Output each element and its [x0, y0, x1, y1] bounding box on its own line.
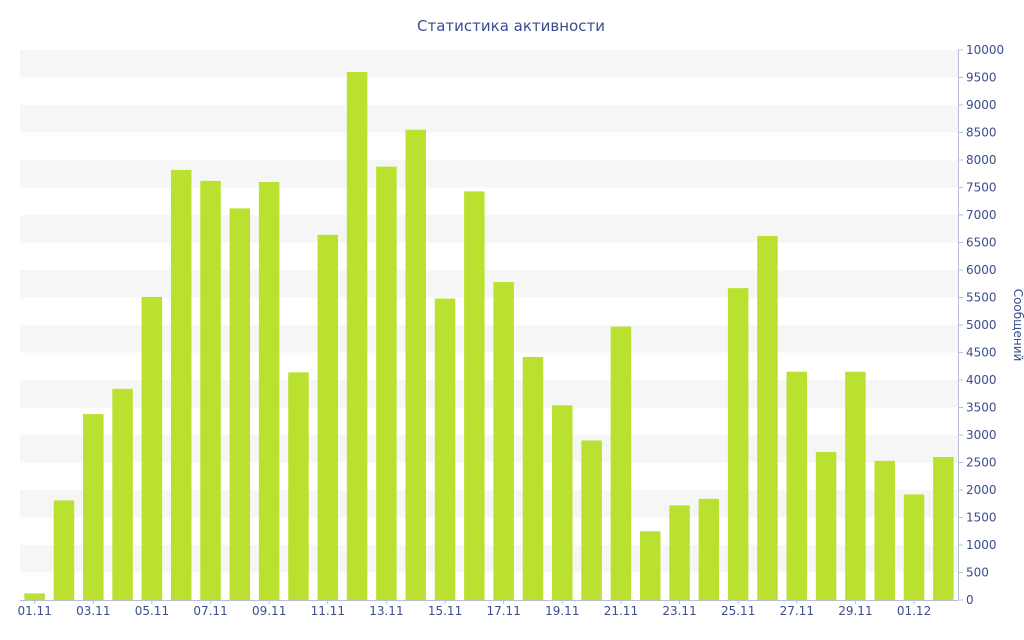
grid-band: [20, 160, 958, 188]
bar-29.11: [845, 371, 866, 600]
y-tick-label: 500: [966, 566, 989, 580]
y-axis-label: Сообщений: [1011, 289, 1024, 362]
bar-21.11: [610, 326, 632, 600]
bar-06.11: [170, 169, 192, 600]
bar-16.11: [464, 191, 485, 600]
y-tick-label: 1500: [966, 511, 997, 525]
x-tick-label: 15.11: [428, 604, 462, 618]
bar-15.11: [434, 298, 456, 600]
y-tick-label: 2000: [966, 483, 997, 497]
y-tick-label: 5000: [966, 318, 997, 332]
x-tick-label: 25.11: [721, 604, 755, 618]
bar-23.11: [669, 505, 690, 600]
bar-02.12: [933, 457, 954, 600]
bars: [24, 72, 954, 601]
y-tick-label: 1000: [966, 538, 997, 552]
x-tick-label: 19.11: [545, 604, 579, 618]
bar-08.11: [229, 208, 251, 600]
x-tick-label: 09.11: [252, 604, 286, 618]
bar-25.11: [727, 288, 749, 600]
x-tick-label: 05.11: [135, 604, 169, 618]
bar-13.11: [376, 166, 397, 600]
x-tick-label: 21.11: [604, 604, 638, 618]
bar-18.11: [522, 356, 544, 600]
bar-11.11: [317, 234, 339, 601]
y-tick-label: 10000: [966, 43, 1004, 57]
y-tick-label: 7000: [966, 208, 997, 222]
x-tick-label: 17.11: [486, 604, 520, 618]
bar-24.11: [698, 498, 720, 600]
bar-19.11: [552, 405, 573, 600]
y-tick-label: 7500: [966, 181, 997, 195]
bar-27.11: [786, 371, 808, 600]
bar-02.11: [53, 500, 75, 600]
x-tick-label: 01.12: [897, 604, 931, 618]
bar-30.11: [874, 460, 895, 600]
bar-09.11: [258, 182, 280, 600]
y-tick-label: 9000: [966, 98, 997, 112]
bar-12.11: [346, 72, 368, 600]
x-tick-label: 29.11: [838, 604, 872, 618]
x-tick-label: 23.11: [662, 604, 696, 618]
bar-28.11: [815, 452, 837, 600]
bar-22.11: [639, 531, 661, 600]
x-tick-label: 27.11: [780, 604, 814, 618]
y-tick-label: 4500: [966, 346, 997, 360]
grid-band: [20, 270, 958, 298]
bar-07.11: [200, 180, 221, 600]
y-tick-label: 8500: [966, 126, 997, 140]
y-tick-label: 8000: [966, 153, 997, 167]
bar-14.11: [405, 129, 426, 600]
x-tick-label: 07.11: [193, 604, 227, 618]
y-axis-ticks: 0 500 1000 1500 2000 2500 3000 3500 4000 4500 5000…: [958, 43, 1004, 607]
bar-04.11: [112, 388, 133, 600]
chart-title: Статистика активности: [417, 17, 605, 35]
y-tick-label: 9500: [966, 71, 997, 85]
grid-band: [20, 105, 958, 133]
x-tick-label: 01.11: [17, 604, 51, 618]
x-tick-label: 11.11: [311, 604, 345, 618]
x-tick-label: 03.11: [76, 604, 110, 618]
bar-01.12: [903, 494, 925, 600]
bar-10.11: [288, 372, 309, 600]
y-tick-label: 5500: [966, 291, 997, 305]
bar-05.11: [141, 296, 163, 600]
y-tick-label: 4000: [966, 373, 997, 387]
bar-01.11: [24, 593, 45, 600]
x-axis-ticks: 01.11 03.11 05.11 07.11 09.11 11.11 13.11 15.11…: [17, 600, 931, 618]
bar-17.11: [493, 282, 514, 600]
y-tick-label: 2500: [966, 456, 997, 470]
y-tick-label: 3500: [966, 401, 997, 415]
y-tick-label: 6500: [966, 236, 997, 250]
grid-band: [20, 50, 958, 78]
bar-20.11: [581, 440, 602, 600]
y-tick-label: 6000: [966, 263, 997, 277]
bar-26.11: [757, 235, 778, 600]
y-tick-label: 0: [966, 593, 974, 607]
x-tick-label: 13.11: [369, 604, 403, 618]
y-tick-label: 3000: [966, 428, 997, 442]
grid-band: [20, 215, 958, 243]
bar-03.11: [83, 414, 104, 600]
